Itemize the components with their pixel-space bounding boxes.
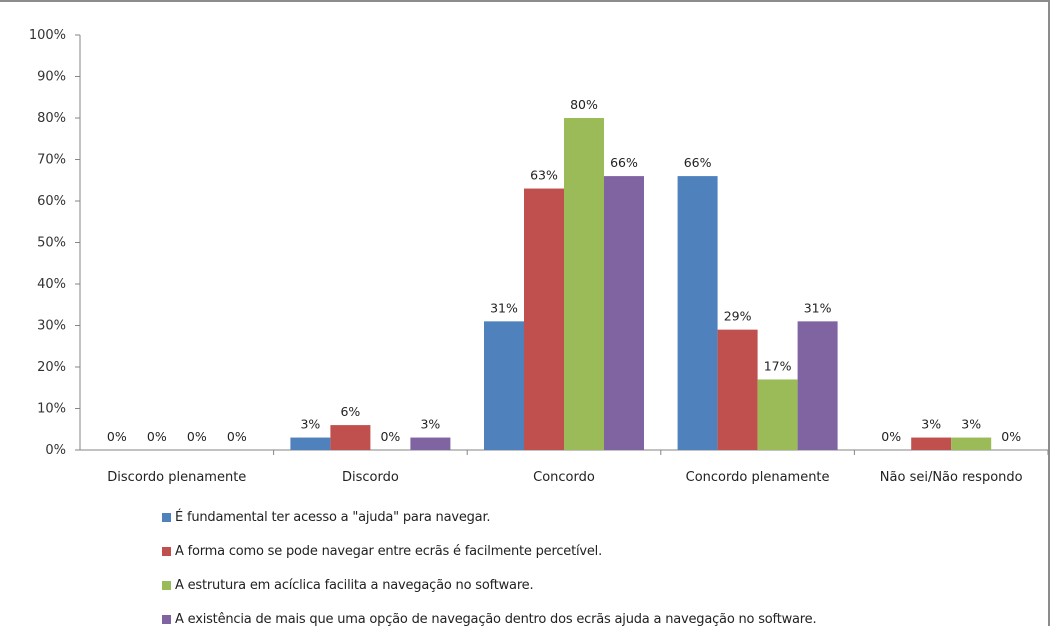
y-tick-label: 90%	[37, 70, 66, 85]
y-tick-label: 60%	[37, 194, 66, 209]
data-label: 31%	[804, 300, 832, 315]
y-tick-label: 30%	[37, 319, 66, 334]
data-labels: 0% 0% 0% 0% 3% 6% 0% 3% 31% 63% 80% 66% 66% 29% 17% 31%…	[107, 97, 1021, 444]
bar-chart: 0%10%20%30%40%50%60%70%80%90%100% 0% 0% 0%…	[29, 28, 1049, 485]
data-label: 31%	[490, 300, 518, 315]
data-label: 29%	[724, 309, 752, 324]
legend-item: A existência de mais que uma opção de na…	[162, 606, 817, 632]
legend-label: A estrutura em acíclica facilita a naveg…	[175, 577, 534, 593]
data-label: 66%	[610, 155, 638, 170]
legend: É fundamental ter acesso a "ajuda" para …	[162, 504, 817, 640]
data-label: 0%	[1001, 429, 1021, 444]
bar	[951, 437, 992, 450]
data-label: 63%	[530, 168, 558, 183]
legend-swatch	[162, 580, 171, 590]
data-label: 0%	[107, 429, 127, 444]
bar	[677, 176, 718, 450]
legend-swatch	[162, 546, 171, 556]
data-label: 3%	[420, 417, 440, 432]
y-axis-ticks: 0% 10% 20% 30% 40% 50% 60% 70% 80% 90% 100%	[29, 28, 80, 458]
legend-label: A forma como se pode navegar entre ecrãs…	[175, 543, 603, 559]
data-label: 80%	[570, 97, 598, 112]
legend-label: A existência de mais que uma opção de na…	[175, 611, 817, 627]
bar	[604, 176, 644, 450]
y-tick-label: 10%	[37, 402, 66, 417]
category-label: Discordo plenamente	[107, 470, 246, 485]
y-tick-label: 80%	[37, 111, 66, 126]
category-label: Concordo plenamente	[686, 470, 830, 485]
chart-frame	[0, 0, 1050, 626]
bar	[410, 437, 451, 450]
bar	[330, 425, 371, 450]
y-tick-label: 70%	[37, 153, 66, 168]
bar	[484, 321, 524, 450]
bar	[797, 321, 838, 450]
bar	[524, 188, 564, 451]
data-label: 17%	[764, 358, 792, 373]
bar	[911, 437, 952, 450]
y-tick-label: 20%	[37, 360, 66, 375]
legend-label: É fundamental ter acesso a "ajuda" para …	[175, 509, 491, 525]
data-label: 3%	[921, 417, 941, 432]
data-label: 3%	[961, 417, 981, 432]
y-tick-label: 40%	[37, 277, 66, 292]
data-label: 0%	[187, 429, 207, 444]
category-label: Não sei/Não respondo	[880, 470, 1023, 485]
data-label: 0%	[881, 429, 901, 444]
data-label: 0%	[147, 429, 167, 444]
category-label: Concordo	[533, 470, 595, 485]
bar	[564, 118, 604, 450]
bar	[717, 329, 758, 450]
y-tick-label: 0%	[45, 443, 66, 458]
legend-item: É fundamental ter acesso a "ajuda" para …	[162, 504, 816, 530]
legend-swatch	[162, 512, 171, 522]
data-label: 66%	[684, 155, 712, 170]
y-tick-label: 100%	[29, 28, 66, 43]
data-label: 6%	[340, 404, 360, 419]
data-label: 0%	[380, 429, 400, 444]
bar	[290, 437, 331, 450]
data-label: 3%	[300, 417, 320, 432]
category-labels: Discordo plenamente Discordo Concordo Conco…	[107, 470, 1022, 485]
category-label: Discordo	[342, 470, 399, 485]
legend-item: A forma como se pode navegar entre ecrãs…	[162, 538, 816, 564]
bar	[757, 379, 798, 450]
legend-swatch	[162, 614, 171, 624]
bars	[290, 118, 992, 451]
y-tick-label: 50%	[37, 236, 66, 251]
data-label: 0%	[227, 429, 247, 444]
legend-item: A estrutura em acíclica facilita a naveg…	[162, 572, 816, 598]
